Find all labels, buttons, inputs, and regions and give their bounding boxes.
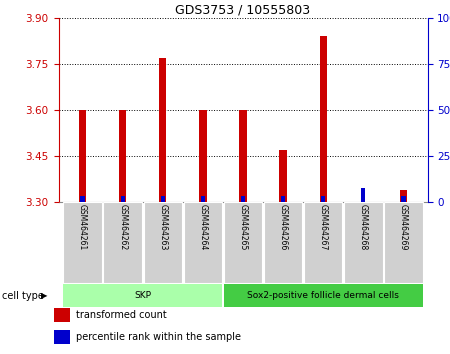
Text: cell type: cell type <box>2 291 44 301</box>
FancyBboxPatch shape <box>344 202 382 283</box>
FancyBboxPatch shape <box>63 202 102 283</box>
Text: GSM464264: GSM464264 <box>198 204 207 251</box>
Title: GDS3753 / 10555803: GDS3753 / 10555803 <box>176 4 310 17</box>
Bar <box>159 58 166 202</box>
Text: GSM464263: GSM464263 <box>158 204 167 251</box>
Text: GSM464267: GSM464267 <box>319 204 328 251</box>
Bar <box>239 110 247 202</box>
FancyBboxPatch shape <box>224 284 423 307</box>
FancyBboxPatch shape <box>104 202 142 283</box>
Bar <box>79 110 86 202</box>
FancyBboxPatch shape <box>264 202 302 283</box>
Bar <box>54 308 70 322</box>
Bar <box>400 189 407 202</box>
Text: GSM464268: GSM464268 <box>359 204 368 251</box>
Bar <box>161 196 165 202</box>
Bar <box>199 110 207 202</box>
FancyBboxPatch shape <box>63 284 222 307</box>
Bar <box>241 196 245 202</box>
Bar <box>321 196 325 202</box>
FancyBboxPatch shape <box>384 202 423 283</box>
Bar <box>361 188 365 202</box>
Text: GSM464269: GSM464269 <box>399 204 408 251</box>
Text: GSM464262: GSM464262 <box>118 204 127 251</box>
Text: GSM464266: GSM464266 <box>279 204 288 251</box>
Bar <box>320 36 327 202</box>
Bar <box>279 150 287 202</box>
Bar <box>119 110 126 202</box>
Bar <box>54 330 70 344</box>
Text: transformed count: transformed count <box>76 310 167 320</box>
Text: Sox2-positive follicle dermal cells: Sox2-positive follicle dermal cells <box>248 291 399 300</box>
FancyBboxPatch shape <box>304 202 342 283</box>
FancyBboxPatch shape <box>224 202 262 283</box>
FancyBboxPatch shape <box>144 202 182 283</box>
Bar <box>201 196 205 202</box>
Bar <box>401 196 405 202</box>
Bar <box>281 196 285 202</box>
Text: ▶: ▶ <box>40 291 47 300</box>
Text: SKP: SKP <box>134 291 151 300</box>
Text: GSM464265: GSM464265 <box>238 204 248 251</box>
Bar <box>121 196 125 202</box>
FancyBboxPatch shape <box>184 202 222 283</box>
Bar <box>81 196 85 202</box>
Text: GSM464261: GSM464261 <box>78 204 87 251</box>
Text: percentile rank within the sample: percentile rank within the sample <box>76 332 242 342</box>
